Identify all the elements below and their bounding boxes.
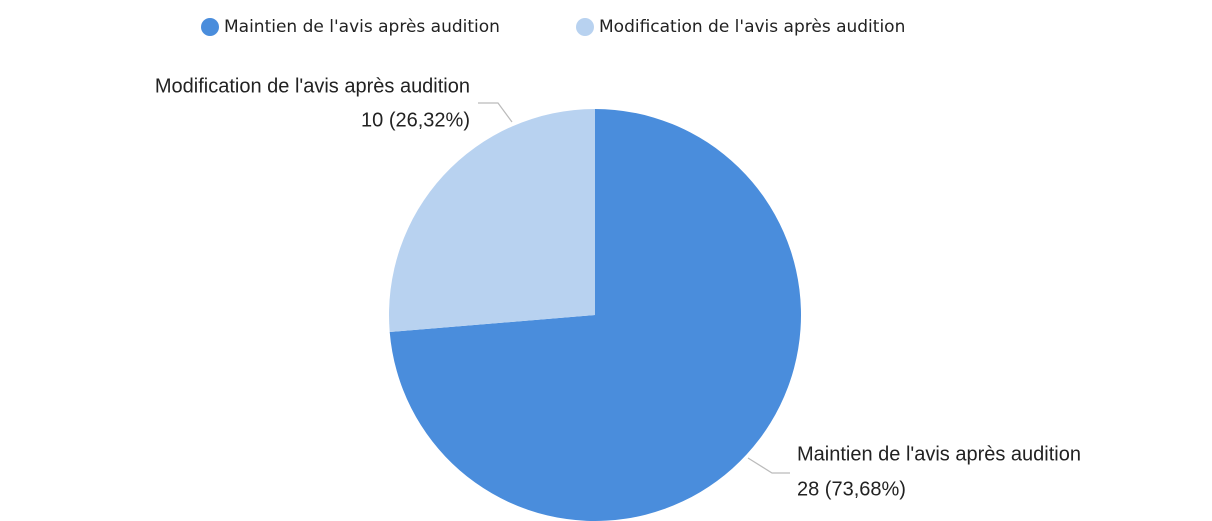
slice-value: 10 (26,32%) [361,109,470,131]
slice-label: Maintien de l'avis après audition [797,443,1081,465]
legend-marker [201,18,219,36]
slice-label: Modification de l'avis après audition [155,75,470,97]
slice-value: 28 (73,68%) [797,478,906,500]
legend: Maintien de l'avis après audition Modific… [201,17,905,37]
legend-label: Maintien de l'avis après audition [224,17,500,37]
legend-marker [576,18,594,36]
leader-line [747,457,790,474]
leader-line [478,102,513,123]
pie: Maintien de l'avis après audition 28 (73,… [155,75,1081,521]
pie-slice [389,109,801,521]
pie-slice [389,109,595,333]
legend-label: Modification de l'avis après audition [599,17,905,37]
